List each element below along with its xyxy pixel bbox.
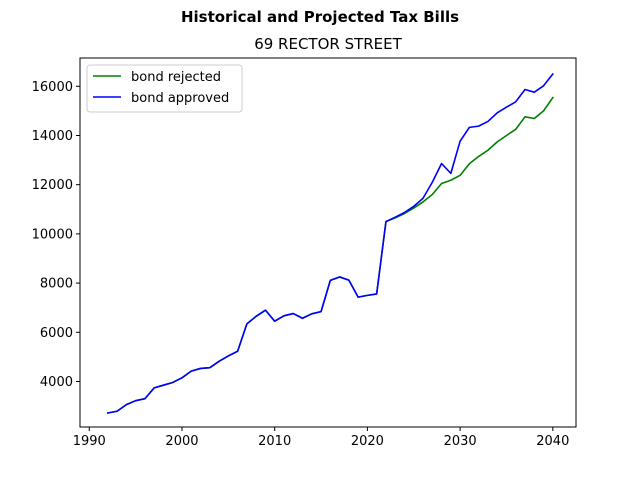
legend: bond rejected bond approved (86, 64, 243, 113)
x-tick-label: 2000 (165, 434, 198, 449)
y-tick-label: 8000 (40, 277, 73, 292)
y-tick-label: 4000 (40, 375, 73, 390)
y-tick-label: 12000 (32, 178, 73, 193)
x-axis-ticks: 1990 2000 2010 2020 2030 2040 (73, 427, 569, 449)
y-tick-label: 14000 (32, 129, 73, 144)
x-tick-label: 2030 (444, 434, 477, 449)
y-tick-label: 6000 (40, 326, 73, 341)
series-line-bond-approved (106, 72, 554, 414)
plot-area-frame (79, 57, 577, 428)
y-tick-label: 10000 (32, 227, 73, 242)
x-tick-label: 2040 (536, 434, 569, 449)
legend-box (86, 64, 243, 113)
x-tick-label: 2010 (258, 434, 291, 449)
y-tick-label: 16000 (32, 80, 73, 95)
chart-suptitle: Historical and Projected Tax Bills (181, 8, 459, 26)
legend-label-bond-approved: bond approved (131, 91, 229, 106)
y-axis-ticks: 4000 6000 8000 10000 12000 14000 16000 (32, 80, 80, 390)
legend-label-bond-rejected: bond rejected (131, 70, 221, 85)
chart-title: 69 RECTOR STREET (254, 35, 402, 53)
series-layer (106, 72, 554, 414)
x-tick-label: 2020 (351, 434, 384, 449)
series-line-bond-rejected (106, 96, 554, 414)
x-tick-label: 1990 (73, 434, 106, 449)
